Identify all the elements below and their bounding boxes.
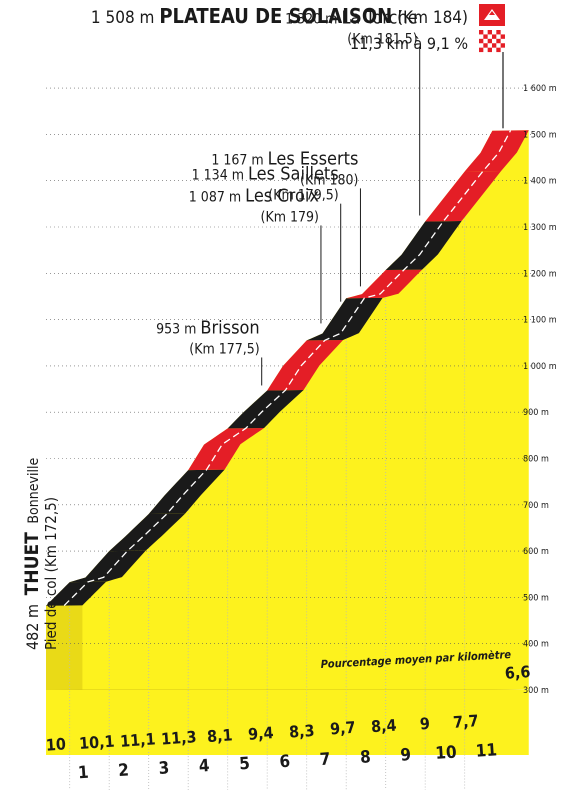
y-tick-label: 1 500 m xyxy=(523,130,557,140)
km-label: 6 xyxy=(279,752,291,773)
gradient-value: 9 xyxy=(419,714,430,734)
y-tick-label: 900 m xyxy=(523,408,549,418)
ridge-segment-10 xyxy=(385,221,462,271)
annotation-km: (Km 179) xyxy=(261,209,319,225)
annotation-4: 1 087 m Les Croix (Km 179) xyxy=(189,185,322,324)
km-label: 4 xyxy=(198,756,210,777)
gradient-value: 7,7 xyxy=(452,711,479,732)
summit-flag-icon xyxy=(479,4,505,129)
km-label: 9 xyxy=(400,745,412,766)
climb-stats: 11,3 km à 9,1 % xyxy=(349,34,468,53)
annotation-km: (Km 179,5) xyxy=(268,188,338,204)
start-description: Pied de col (Km 172,5) xyxy=(42,497,60,650)
start-place: Bonneville xyxy=(26,458,42,524)
y-tick-label: 1 400 m xyxy=(523,177,557,187)
gradient-value: 11,3 xyxy=(160,727,197,748)
annotation-km: (Km 180) xyxy=(300,172,358,188)
gradient-value: 8,4 xyxy=(370,716,397,737)
y-tick-label: 400 m xyxy=(523,640,549,650)
summit-altitude: 1 508 m xyxy=(90,8,155,28)
km-label: 7 xyxy=(319,749,331,770)
gradient-value: 10 xyxy=(45,734,66,754)
annotation-name: Les Croix xyxy=(245,185,319,206)
mountain-peak-glyph xyxy=(489,11,495,15)
annotation-2: 1 167 m Les Esserts (Km 180) xyxy=(211,148,361,287)
gradient-labels: 10 10,1 11,1 11,3 8,1 9,4 8,3 9,7 8,4 9 7,7 6,6 xyxy=(45,662,531,755)
ridge-segment-11 xyxy=(425,171,502,222)
checkered-flag-icon xyxy=(479,30,505,53)
svg-text:482 m THUET Bonnev: 482 m THUET Bonneville xyxy=(21,458,43,650)
annotation-altitude: 1 320 m xyxy=(285,12,337,28)
side-face xyxy=(46,605,83,690)
gradient-value: 11,1 xyxy=(119,729,156,750)
km-label: 3 xyxy=(158,758,170,779)
annotation-name: Les Saillets xyxy=(248,164,339,185)
y-tick-label: 500 m xyxy=(523,593,549,603)
ridge-segment-2 xyxy=(69,550,146,583)
gradient-value: 9,4 xyxy=(247,723,274,744)
gradient-value: 9,7 xyxy=(329,718,356,739)
grid-lines xyxy=(46,87,537,790)
annotation-name: Brisson xyxy=(200,317,259,338)
km-label: 5 xyxy=(239,754,251,775)
annotation-3: 1 134 m Les Saillets (Km 179,5) xyxy=(192,164,342,302)
km-label: 10 xyxy=(435,742,458,763)
km-labels: 1 2 3 4 5 6 7 8 9 10 11 xyxy=(77,740,497,783)
profile-ridge xyxy=(46,130,529,606)
annotation-km: (Km 177,5) xyxy=(189,341,259,357)
y-tick-label: 800 m xyxy=(523,455,549,465)
km-label: 2 xyxy=(118,760,130,781)
y-tick-label: 1 200 m xyxy=(523,269,557,279)
ground-strip xyxy=(46,689,529,755)
y-tick-label: 600 m xyxy=(523,547,549,557)
annotation-name: Les Esserts xyxy=(268,148,359,169)
annotation-5: 953 m Brisson (Km 177,5) xyxy=(156,317,263,386)
annotation-altitude: 1 134 m xyxy=(192,168,244,184)
y-tick-label: 700 m xyxy=(523,501,549,511)
km-label: 11 xyxy=(475,740,498,761)
annotations: 1 320 m La Torche (Km 181,5) 1 167 m Les Ess… xyxy=(156,8,421,386)
y-tick-label: 1 600 m xyxy=(523,84,557,94)
gradient-value: 8,1 xyxy=(206,725,233,746)
ridge-segment-7 xyxy=(267,340,344,391)
y-tick-label: 1 000 m xyxy=(523,362,557,372)
km-label: 1 xyxy=(77,763,89,784)
start-label: 482 m THUET Bonneville Pied de col (Km 1… xyxy=(21,458,60,650)
annotation-altitude: 953 m xyxy=(156,321,196,337)
y-tick-label: 1 300 m xyxy=(523,223,557,233)
ridge-segment-5 xyxy=(188,428,265,471)
svg-text:1 320 mLa Torche: 1 320 m La Torche xyxy=(285,8,418,29)
summit-name: PLATEAU DE SOLAISON xyxy=(159,4,393,28)
annotation-km: (Km 181,5) xyxy=(347,32,417,48)
ridge-segment-12 xyxy=(464,130,529,172)
y-axis: 300 m 400 m 500 m 600 m 700 m 800 m 900 m 1 000… xyxy=(523,84,557,696)
base-band xyxy=(46,690,529,755)
start-altitude: 482 m xyxy=(23,604,42,650)
annotation-altitude: 1 087 m xyxy=(189,189,241,205)
annotation-altitude: 1 167 m xyxy=(211,152,263,168)
ridge-segment-6 xyxy=(227,390,304,429)
summit-header: 1 508 m PLATEAU DE SOLAISON (Km 184) xyxy=(91,4,468,28)
ridge-segment-9 xyxy=(346,269,423,299)
annotation-name: La Torche xyxy=(341,8,417,29)
gradient-value: 6,6 xyxy=(504,662,531,683)
annotation-1: 1 320 m La Torche (Km 181,5) xyxy=(285,8,421,216)
ridge-segment-8 xyxy=(306,297,383,341)
summit-km: (Km 184) xyxy=(397,8,468,28)
start-name: THUET xyxy=(21,532,43,596)
ridge-centerline xyxy=(63,130,512,606)
gradient-value: 8,3 xyxy=(288,721,315,742)
km-label: 8 xyxy=(359,747,371,768)
gradient-value: 10,1 xyxy=(78,732,115,753)
y-tick-label: 1 100 m xyxy=(523,316,557,326)
y-tick-label: 300 m xyxy=(523,686,549,696)
